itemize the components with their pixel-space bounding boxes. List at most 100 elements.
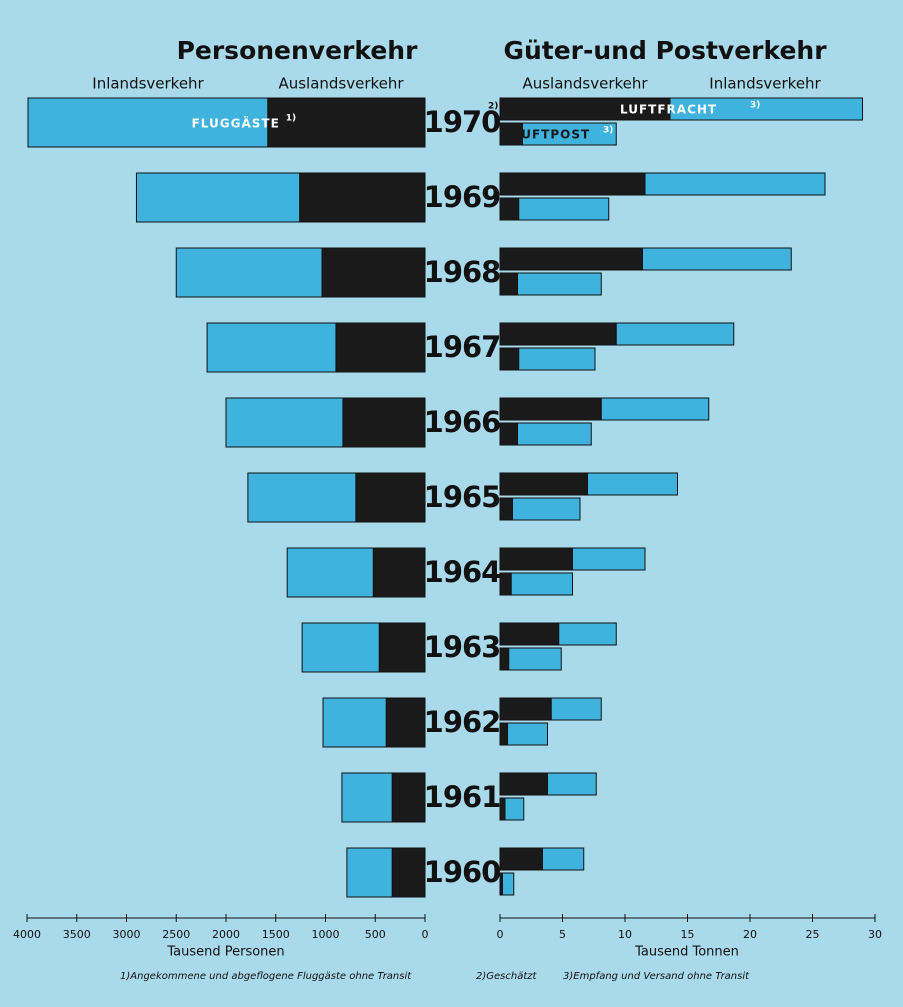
x-tick-label: 0 xyxy=(497,928,504,941)
left-title: Personenverkehr xyxy=(177,36,419,65)
x-tick-label: 2000 xyxy=(212,928,240,941)
bar xyxy=(207,323,336,372)
bar xyxy=(500,698,551,720)
x-tick-label: 4000 xyxy=(13,928,41,941)
header: Inlandsverkehr xyxy=(92,75,204,93)
bar xyxy=(616,323,734,345)
bar xyxy=(518,423,592,445)
bar xyxy=(392,848,425,897)
bar xyxy=(392,773,425,822)
bar xyxy=(500,423,518,445)
bar xyxy=(508,723,548,745)
bar xyxy=(300,173,425,222)
bar xyxy=(500,273,518,295)
bar xyxy=(500,473,588,495)
bar xyxy=(500,548,573,570)
bar xyxy=(543,848,584,870)
year-label: 1961 xyxy=(424,780,501,814)
bar xyxy=(343,398,425,447)
bar xyxy=(505,798,524,820)
bar xyxy=(588,473,678,495)
bar xyxy=(500,323,616,345)
bar xyxy=(323,698,386,747)
bar xyxy=(500,623,559,645)
bar xyxy=(551,698,601,720)
bar xyxy=(322,248,425,297)
bar xyxy=(511,573,572,595)
footnote: 2)Geschätzt xyxy=(476,971,538,982)
bar xyxy=(356,473,425,522)
x-tick-label: 500 xyxy=(365,928,386,941)
x-tick-label: 30 xyxy=(868,928,882,941)
bar xyxy=(500,198,519,220)
x-tick-label: 3500 xyxy=(63,928,91,941)
year-label: 1960 xyxy=(424,855,501,889)
bar-label: LUFTPOST xyxy=(513,128,590,142)
bar xyxy=(500,398,601,420)
bar-label: LUFTFRACHT xyxy=(620,103,717,117)
bar-note: 1) xyxy=(286,114,296,124)
bar-label: FLUGGÄSTE xyxy=(192,116,280,131)
bar xyxy=(601,398,709,420)
x-tick-label: 25 xyxy=(806,928,820,941)
bar xyxy=(645,173,825,195)
bar xyxy=(302,623,379,672)
year-label: 1962 xyxy=(424,705,501,739)
bar xyxy=(559,623,617,645)
bar xyxy=(500,798,505,820)
x-tick-label: 15 xyxy=(681,928,695,941)
bar xyxy=(519,198,609,220)
year-label: 1969 xyxy=(424,180,501,214)
bar xyxy=(519,348,595,370)
header: Inlandsverkehr xyxy=(709,75,821,93)
bar-note: 3) xyxy=(603,126,613,136)
footnote: 1)Angekommene und abgeflogene Fluggäste … xyxy=(120,971,412,982)
bar xyxy=(518,273,602,295)
x-tick-label: 0 xyxy=(422,928,429,941)
x-axis-label: Tausend Tonnen xyxy=(634,945,739,960)
bar xyxy=(342,773,392,822)
x-tick-label: 3000 xyxy=(113,928,141,941)
footnote: 3)Empfang und Versand ohne Transit xyxy=(563,971,750,982)
bar xyxy=(500,348,519,370)
x-tick-label: 2500 xyxy=(162,928,190,941)
bar xyxy=(500,723,508,745)
year-label: 1965 xyxy=(424,480,501,514)
x-tick-label: 20 xyxy=(743,928,757,941)
bar xyxy=(500,848,543,870)
year-label: 1968 xyxy=(424,255,501,289)
bar xyxy=(500,173,645,195)
bar xyxy=(176,248,322,297)
bar xyxy=(226,398,343,447)
bar xyxy=(248,473,356,522)
year-label: 1967 xyxy=(424,330,501,364)
right-title: Güter-und Postverkehr xyxy=(503,36,827,65)
bar xyxy=(347,848,392,897)
x-axis-label: Tausend Personen xyxy=(166,945,284,960)
bar xyxy=(500,773,548,795)
x-tick-label: 1000 xyxy=(312,928,340,941)
bar xyxy=(548,773,597,795)
header: Auslandsverkehr xyxy=(522,75,648,93)
year-label: 1964 xyxy=(424,555,501,589)
bar xyxy=(509,648,562,670)
bar xyxy=(386,698,425,747)
estimate-note: 2) xyxy=(488,102,498,112)
chart: Personenverkehr Güter-und Postverkehr In… xyxy=(0,0,903,1007)
bar xyxy=(136,173,299,222)
bar xyxy=(500,498,513,520)
bar xyxy=(513,498,581,520)
x-tick-label: 5 xyxy=(559,928,566,941)
bar-note: 3) xyxy=(750,101,760,111)
x-tick-label: 1500 xyxy=(262,928,290,941)
bar xyxy=(500,573,511,595)
bar xyxy=(500,648,509,670)
bar xyxy=(373,548,425,597)
bar xyxy=(500,248,643,270)
bar xyxy=(336,323,425,372)
header: Auslandsverkehr xyxy=(278,75,404,93)
year-label: 1963 xyxy=(424,630,501,664)
year-label: 1966 xyxy=(424,405,501,439)
bar xyxy=(643,248,792,270)
bar xyxy=(503,873,514,895)
